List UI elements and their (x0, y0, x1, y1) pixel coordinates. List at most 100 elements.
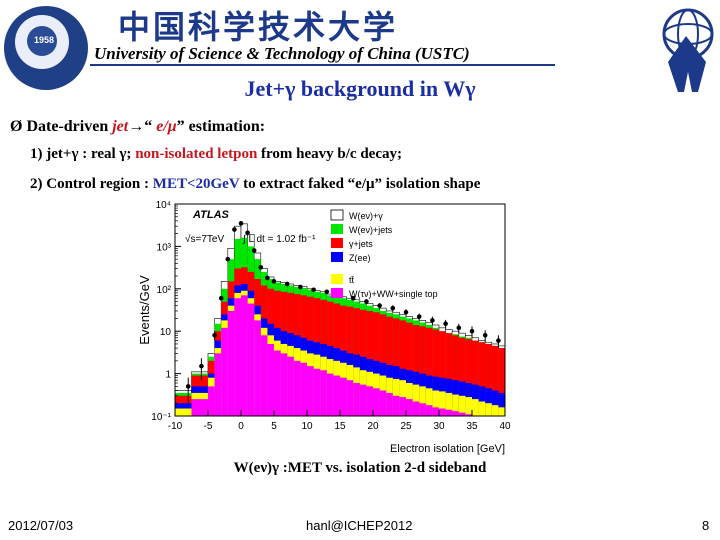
bar-5-24 (353, 383, 360, 416)
bar-5-11 (267, 343, 274, 416)
bar-5-15 (293, 360, 301, 416)
legend-swatch-5 (331, 288, 343, 298)
bar-2-32 (406, 322, 413, 416)
data-point-9 (258, 265, 264, 270)
data-point-6 (238, 221, 244, 226)
bar-5-39 (452, 411, 459, 416)
bar-5-26 (366, 386, 373, 416)
bar-4-40 (458, 395, 466, 416)
legend-label-5: W(τν)+WW+single top (349, 289, 438, 299)
bar-5-1 (191, 399, 208, 416)
data-point-4 (225, 256, 231, 262)
item1-highlight: non-isolated letpon (135, 146, 258, 162)
atlas-annotation: ATLAS (192, 209, 230, 221)
bar-5-22 (340, 377, 347, 416)
bar-4-33 (412, 384, 420, 416)
bar-5-21 (333, 375, 340, 416)
y-tick-label-0: 10⁻¹ (151, 412, 171, 423)
bar-4-39 (452, 394, 459, 416)
page-number: 8 (702, 518, 710, 533)
data-point-21 (403, 309, 409, 315)
bullet-prefix: Date-driven (26, 118, 113, 135)
bar-2-45 (491, 345, 499, 416)
legend-swatch-3 (331, 252, 343, 262)
bar-2-39 (452, 335, 459, 416)
bar-2-33 (412, 325, 420, 416)
legend-label-4: tt̄ (349, 275, 355, 285)
data-point-26 (469, 328, 475, 334)
bar-4-46 (498, 407, 505, 416)
isolation-histogram-chart: 10⁻¹ 1 10 10² 10³ 10⁴ -10 -5 0 5 10 15 20 25 30 35 40 Eve… (137, 200, 511, 455)
list-item-1: 1) jet+γ : real γ; non-isolated letpon f… (30, 146, 402, 163)
bar-4-34 (419, 386, 426, 416)
data-point-8 (251, 248, 257, 253)
legend-label-3: Z(ee) (349, 253, 371, 263)
x-tick-label-2: 0 (238, 421, 244, 432)
bar-4-35 (425, 388, 433, 416)
bar-5-19 (320, 370, 327, 416)
bar-5-14 (287, 356, 294, 416)
atlas-logo-icon (662, 8, 714, 92)
data-point-0 (185, 384, 191, 389)
data-point-5 (232, 227, 237, 232)
bullet-main: Ø Date-driven jet→“ e/μ” estimation: (10, 118, 265, 136)
item2-suffix: to extract faked “e/μ” isolation shape (239, 176, 481, 192)
data-point-14 (311, 287, 316, 293)
data-point-20 (390, 305, 396, 311)
bar-2-37 (439, 331, 446, 416)
data-point-1 (199, 363, 204, 369)
legend-swatch-0 (330, 209, 344, 221)
data-point-13 (298, 284, 303, 290)
bar-4-0 (175, 408, 192, 416)
bar-5-17 (307, 366, 314, 416)
bar-5-40 (458, 412, 466, 416)
y-tick-label-5: 10⁴ (156, 200, 171, 211)
bar-5-3 (214, 353, 222, 416)
data-point-7 (245, 230, 250, 236)
bullet-mid: →“ (128, 118, 157, 135)
data-point-24 (443, 321, 448, 327)
university-english-name: University of Science & Technology of Ch… (94, 44, 470, 63)
energy-annotation: √s=7TeV (185, 233, 224, 245)
bar-3-43 (478, 386, 486, 416)
footer-author: hanl@ICHEP2012 (306, 518, 413, 533)
data-point-22 (416, 314, 422, 319)
bar-5-16 (300, 362, 307, 416)
bar-3-45 (491, 390, 499, 416)
x-tick-label-7: 25 (400, 421, 412, 432)
legend-label-2: γ+jets (349, 239, 373, 249)
bar-5-28 (379, 390, 387, 416)
x-tick-label-0: -10 (168, 421, 183, 432)
bar-5-9 (254, 320, 261, 416)
data-point-2 (212, 333, 217, 338)
data-point-28 (496, 338, 501, 343)
ustc-seal-year: 1958 (34, 35, 55, 45)
chart-caption: W(eν)γ :MET vs. isolation 2-d sideband (233, 460, 487, 476)
bar-3-46 (498, 392, 505, 416)
bar-5-30 (392, 395, 400, 416)
bar-4-37 (439, 391, 446, 416)
university-chinese-name: 中国科学技术大学 (118, 8, 399, 46)
y-tick-label-2: 10 (160, 327, 172, 338)
bar-2-46 (498, 348, 505, 416)
bar-5-2 (208, 386, 215, 416)
bar-5-18 (313, 368, 321, 416)
bar-2-34 (419, 326, 426, 416)
y-tick-label-3: 10² (157, 285, 172, 296)
item1-prefix: 1) jet+γ : real γ; (30, 146, 136, 162)
bar-2-35 (425, 327, 433, 416)
bar-5-20 (326, 373, 334, 416)
bar-5-7 (241, 295, 248, 416)
item2-highlight: MET<20GeV (152, 176, 240, 192)
bar-5-13 (280, 353, 288, 416)
bar-5-34 (419, 403, 426, 416)
x-tick-label-6: 20 (367, 421, 379, 432)
item2-prefix: 2) Control region : (30, 176, 153, 192)
bar-2-43 (478, 342, 486, 416)
legend-label-0: W(eν)+γ (349, 211, 383, 221)
bar-4-45 (491, 405, 499, 416)
bar-3-44 (485, 388, 492, 416)
bar-2-44 (485, 343, 492, 416)
x-axis-label: Electron isolation [GeV] (390, 443, 505, 455)
legend-swatch-2 (331, 238, 343, 248)
